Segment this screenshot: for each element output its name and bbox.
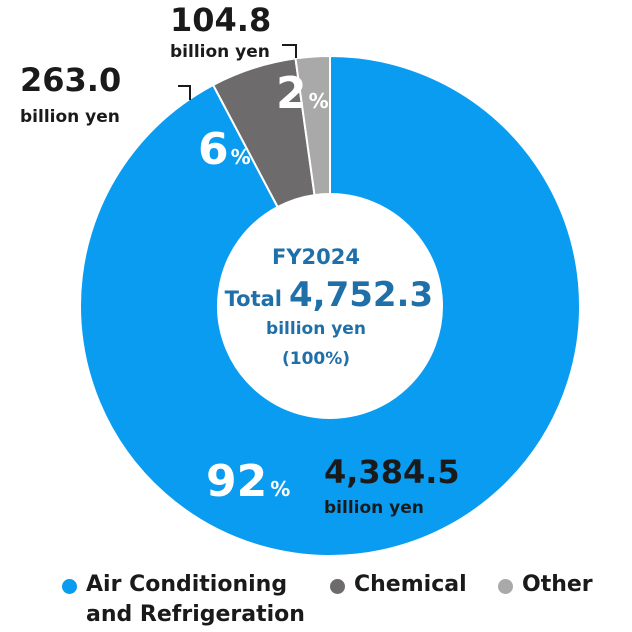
legend-dot-air-conditioning: [62, 579, 77, 594]
ac-percent-sign: %: [270, 477, 290, 501]
ac-percent-number: 92: [206, 456, 267, 507]
ac-unit-label: billion yen: [324, 498, 424, 518]
chemical-percent-label: 6%: [198, 124, 251, 175]
center-total-value: 4,752.3: [289, 275, 433, 315]
legend-dot-other: [498, 579, 513, 594]
chemical-percent-number: 6: [198, 124, 229, 175]
chart-legend: Air Conditioning and Refrigeration Chemi…: [62, 570, 622, 630]
other-unit-label: billion yen: [170, 42, 270, 62]
donut-slice-other: [294, 54, 331, 197]
donut-slice-air-conditioning-and-refrigeration: [79, 54, 581, 557]
chemical-leader-line: [178, 85, 191, 100]
chemical-value-label: 263.0: [20, 61, 121, 99]
other-percent-label: 2%: [276, 68, 329, 119]
center-unit-label: billion yen: [266, 319, 366, 339]
center-fy-label: FY2024: [272, 245, 360, 269]
other-percent-sign: %: [309, 89, 329, 113]
chemical-unit-label: billion yen: [20, 107, 120, 127]
chart-slices: [79, 54, 581, 557]
other-value-label: 104.8: [170, 1, 271, 39]
legend-label-chemical: Chemical: [354, 572, 467, 597]
chemical-percent-sign: %: [231, 145, 251, 169]
ac-value-label: 4,384.5: [324, 453, 460, 491]
legend-label-air-conditioning-line2: and Refrigeration: [86, 602, 305, 627]
other-percent-number: 2: [276, 68, 307, 119]
legend-label-other: Other: [522, 572, 593, 597]
legend-dot-chemical: [330, 579, 345, 594]
center-total-label: Total: [225, 287, 282, 311]
legend-label-air-conditioning-line1: Air Conditioning: [86, 572, 288, 597]
ac-percent-label: 92%: [206, 456, 290, 507]
center-share-label: (100%): [282, 349, 350, 369]
other-leader-line: [282, 44, 297, 58]
